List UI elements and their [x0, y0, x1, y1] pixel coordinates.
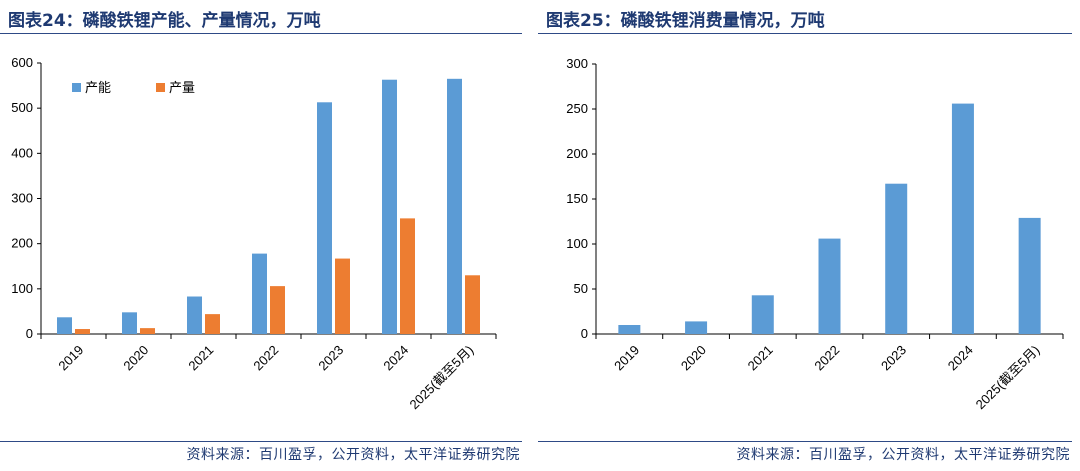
y-tick-label: 300 — [566, 56, 588, 71]
left-figure-panel: 图表24：磷酸铁锂产能、产量情况，万吨 0 100 200 300 400 500 600 2… — [0, 0, 530, 471]
capacity-bar — [252, 253, 267, 334]
source-divider — [0, 441, 522, 442]
capacity-bar — [317, 102, 332, 334]
y-tick-label: 200 — [566, 146, 588, 161]
consumption-bar — [751, 295, 774, 334]
capacity-bar — [382, 79, 397, 334]
x-tick-label: 2022 — [811, 342, 842, 373]
source-note: 资料来源：百川盈孚，公开资料，太平洋证券研究院 — [186, 447, 520, 463]
x-tick-label: 2019 — [55, 342, 86, 373]
production-bar — [335, 258, 350, 334]
x-tick-label: 2023 — [878, 342, 909, 373]
source-divider — [538, 441, 1072, 442]
y-tick-label: 250 — [566, 101, 588, 116]
y-tick-label: 0 — [581, 326, 588, 341]
x-tick-label: 2019 — [611, 342, 642, 373]
title-divider — [538, 33, 1072, 34]
x-tick-label: 2025(截至5月) — [407, 342, 477, 412]
x-tick-label: 2021 — [185, 342, 216, 373]
y-tick-label: 300 — [11, 191, 33, 206]
consumption-bar — [1018, 217, 1041, 334]
x-tick-label: 2022 — [250, 342, 281, 373]
legend-swatch — [72, 83, 81, 92]
chart-title: 图表24：磷酸铁锂产能、产量情况，万吨 — [8, 11, 321, 31]
y-tick-label: 150 — [566, 191, 588, 206]
production-bar — [205, 314, 220, 334]
y-tick-label: 600 — [11, 55, 33, 70]
production-bar — [400, 218, 415, 334]
production-bar — [270, 286, 285, 334]
y-tick-label: 50 — [574, 281, 588, 296]
y-tick-label: 200 — [11, 236, 33, 251]
capacity-bar — [187, 296, 202, 334]
consumption-bar — [818, 238, 841, 334]
x-tick-label: 2025(截至5月) — [973, 342, 1043, 412]
y-tick-label: 500 — [11, 100, 33, 115]
legend-label: 产量 — [169, 81, 195, 96]
chart-title: 图表25：磷酸铁锂消费量情况，万吨 — [546, 11, 825, 31]
y-tick-label: 100 — [566, 236, 588, 251]
consumption-bar — [951, 103, 974, 334]
production-bar — [465, 275, 480, 334]
consumption-chart: 0 50 100 150 200 250 300 2019 2020 2021 2022 2023 20… — [566, 56, 1064, 412]
legend-label: 产能 — [85, 81, 111, 96]
source-note: 资料来源：百川盈孚，公开资料，太平洋证券研究院 — [736, 447, 1070, 463]
x-tick-label: 2021 — [745, 342, 776, 373]
consumption-bar — [618, 325, 641, 334]
x-tick-label: 2024 — [380, 342, 411, 373]
x-tick-label: 2023 — [315, 342, 346, 373]
capacity-production-chart: 0 100 200 300 400 500 600 2019 2020 2021 2022 2023 2… — [11, 55, 497, 412]
capacity-bar — [447, 78, 462, 334]
right-figure-panel: 图表25：磷酸铁锂消费量情况，万吨 0 50 100 150 200 250 300 2019… — [538, 0, 1080, 471]
y-tick-label: 100 — [11, 281, 33, 296]
production-bar — [75, 329, 90, 334]
production-bar — [140, 328, 155, 334]
consumption-bar — [885, 183, 908, 334]
capacity-bar — [57, 317, 72, 334]
title-divider — [0, 33, 522, 34]
capacity-bar — [122, 312, 137, 334]
x-tick-label: 2024 — [945, 342, 976, 373]
y-tick-label: 400 — [11, 145, 33, 160]
y-tick-label: 0 — [26, 326, 33, 341]
x-tick-label: 2020 — [678, 342, 709, 373]
consumption-bar — [685, 321, 708, 334]
legend-swatch — [156, 83, 165, 92]
x-tick-label: 2020 — [120, 342, 151, 373]
